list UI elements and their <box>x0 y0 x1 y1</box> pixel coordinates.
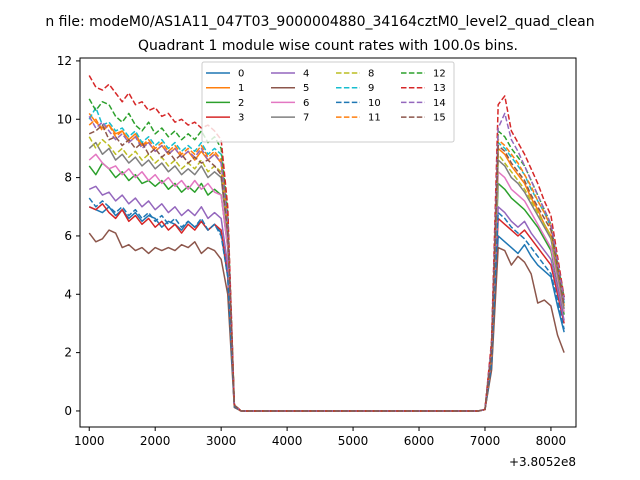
x-tick-label: 3000 <box>206 434 237 448</box>
legend-label-4: 4 <box>303 69 309 80</box>
series-line-11 <box>88 118 565 412</box>
x-tick-label: 1000 <box>74 434 105 448</box>
legend-label-1: 1 <box>238 83 244 94</box>
y-tick-label: 8 <box>64 171 72 185</box>
x-tick-label: 6000 <box>404 434 435 448</box>
y-tick-label: 12 <box>57 54 72 68</box>
x-tick-label: 5000 <box>338 434 369 448</box>
y-tick-label: 2 <box>64 346 72 360</box>
series-line-12 <box>88 98 565 412</box>
series-line-9 <box>88 106 565 412</box>
y-tick-label: 6 <box>64 229 72 243</box>
legend-label-2: 2 <box>238 98 244 109</box>
y-axis-ticks: 0 2 4 6 8 10 12 <box>57 54 80 418</box>
legend-label-3: 3 <box>238 113 244 124</box>
plot-lines <box>88 75 565 412</box>
legend-label-8: 8 <box>368 69 374 80</box>
legend-label-7: 7 <box>303 113 309 124</box>
chart-title: Quadrant 1 module wise count rates with … <box>138 38 518 54</box>
legend-label-6: 6 <box>303 98 309 109</box>
x-tick-label: 8000 <box>536 434 567 448</box>
legend-label-13: 13 <box>433 83 446 94</box>
legend-label-11: 11 <box>368 113 381 124</box>
y-tick-label: 4 <box>64 287 72 301</box>
series-line-8 <box>88 136 565 412</box>
legend-box <box>201 61 455 143</box>
legend-label-15: 15 <box>433 113 446 124</box>
legend-label-14: 14 <box>433 98 446 109</box>
x-tick-label: 4000 <box>272 434 303 448</box>
series-line-15 <box>88 124 565 412</box>
legend-label-0: 0 <box>238 69 244 80</box>
x-tick-label: 7000 <box>470 434 501 448</box>
plot-frame <box>79 57 577 428</box>
y-tick-label: 0 <box>64 404 72 418</box>
legend-label-12: 12 <box>433 69 446 80</box>
figure-suptitle: n file: modeM0/AS1A11_047T03_9000004880_… <box>45 14 594 30</box>
legend-label-5: 5 <box>303 83 309 94</box>
legend-label-10: 10 <box>368 98 381 109</box>
x-axis-offset-text: +3.8052e8 <box>509 455 576 469</box>
legend-label-9: 9 <box>368 83 374 94</box>
x-tick-label: 2000 <box>140 434 171 448</box>
x-axis-ticks: 1000 2000 3000 4000 5000 6000 7000 8000 <box>74 427 566 448</box>
y-tick-label: 10 <box>57 112 72 126</box>
